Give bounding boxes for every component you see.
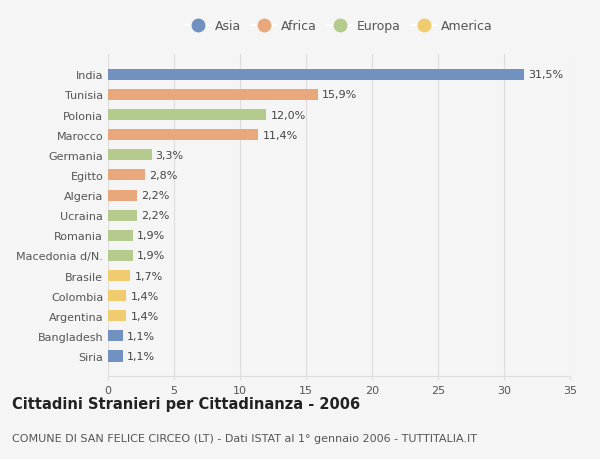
Text: 11,4%: 11,4% [262, 130, 298, 140]
Text: 3,3%: 3,3% [155, 151, 184, 161]
Text: 1,9%: 1,9% [137, 251, 165, 261]
Bar [108, 291, 127, 302]
Bar [108, 351, 122, 362]
Bar [108, 330, 122, 341]
Text: 1,4%: 1,4% [130, 291, 158, 301]
Text: 2,8%: 2,8% [149, 171, 177, 180]
Bar [108, 170, 145, 181]
Bar [108, 190, 137, 201]
Bar [108, 130, 259, 141]
Text: COMUNE DI SAN FELICE CIRCEO (LT) - Dati ISTAT al 1° gennaio 2006 - TUTTITALIA.IT: COMUNE DI SAN FELICE CIRCEO (LT) - Dati … [12, 433, 477, 442]
Text: 1,7%: 1,7% [134, 271, 163, 281]
Bar [108, 110, 266, 121]
Bar [108, 70, 524, 81]
Text: 1,1%: 1,1% [127, 331, 155, 341]
Bar [108, 150, 152, 161]
Legend: Asia, Africa, Europa, America: Asia, Africa, Europa, America [181, 17, 497, 37]
Bar [108, 90, 318, 101]
Text: 12,0%: 12,0% [271, 110, 305, 120]
Text: 1,9%: 1,9% [137, 231, 165, 241]
Bar [108, 270, 130, 281]
Bar [108, 311, 127, 322]
Bar [108, 210, 137, 221]
Text: 2,2%: 2,2% [141, 211, 169, 221]
Text: 15,9%: 15,9% [322, 90, 357, 100]
Text: 31,5%: 31,5% [528, 70, 563, 80]
Text: 1,4%: 1,4% [130, 311, 158, 321]
Text: 1,1%: 1,1% [127, 351, 155, 361]
Text: 2,2%: 2,2% [141, 190, 169, 201]
Bar [108, 230, 133, 241]
Bar [108, 250, 133, 262]
Text: Cittadini Stranieri per Cittadinanza - 2006: Cittadini Stranieri per Cittadinanza - 2… [12, 397, 360, 412]
